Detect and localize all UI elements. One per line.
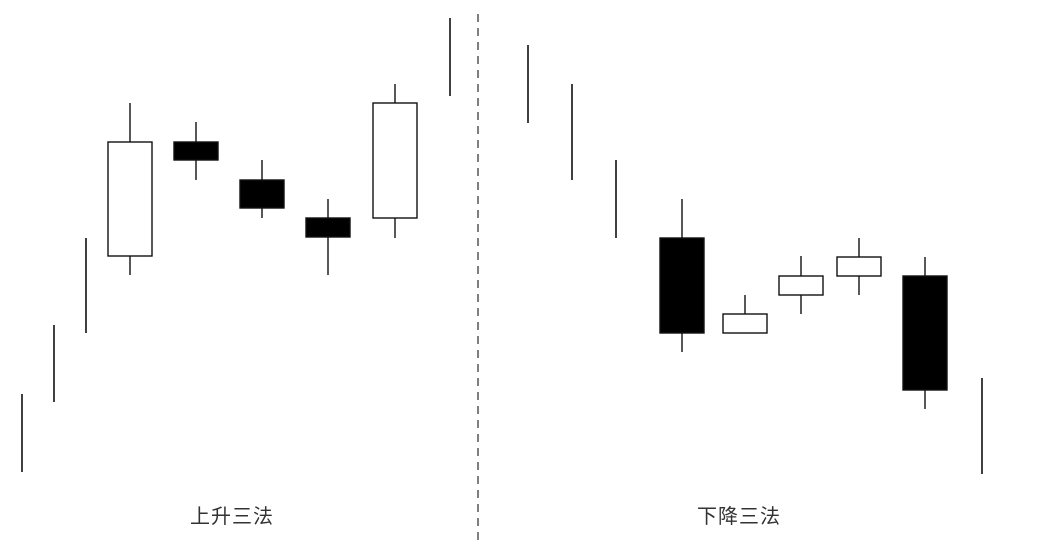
candle-body [239, 179, 285, 209]
bearish-candle [902, 257, 948, 409]
falling-three-methods-pattern [527, 45, 983, 474]
candle-body [173, 141, 219, 161]
bullish-candle [722, 295, 768, 334]
bearish-candle [239, 160, 285, 218]
candle-body [372, 102, 418, 219]
candle-body [902, 275, 948, 391]
bullish-candle [836, 238, 882, 295]
bullish-candle [372, 84, 418, 238]
rising-three-methods-pattern [21, 18, 451, 472]
candle-body [778, 275, 824, 296]
bearish-candle [659, 199, 705, 352]
candle-body [836, 256, 882, 277]
candle-body [305, 217, 351, 238]
candle-body [659, 237, 705, 334]
candle-body [107, 141, 153, 257]
bullish-candle [107, 103, 153, 275]
candle-body [722, 313, 768, 334]
falling-three-methods-label: 下降三法 [697, 504, 781, 528]
bearish-candle [173, 122, 219, 180]
rising-three-methods-label: 上升三法 [190, 504, 274, 528]
bullish-candle [778, 256, 824, 314]
bearish-candle [305, 199, 351, 275]
